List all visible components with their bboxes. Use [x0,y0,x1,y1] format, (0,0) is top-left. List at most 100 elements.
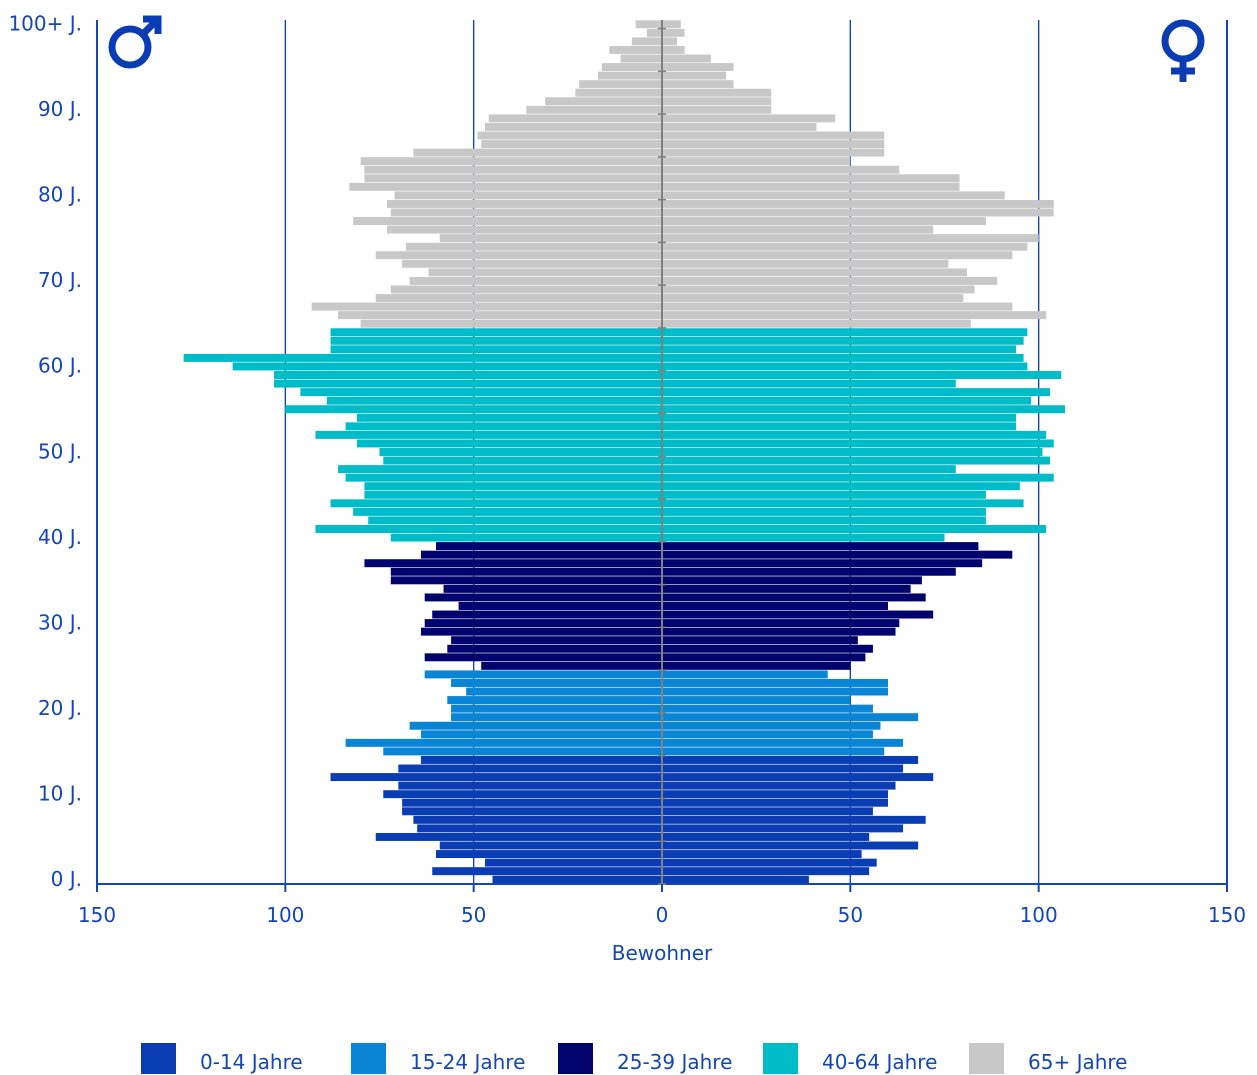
legend-item: 15-24 Jahre [351,1043,525,1074]
bar-female-age-21 [662,696,851,705]
bar-female-age-48 [662,465,956,474]
bar-female-age-64 [662,328,1028,337]
x-tick-labels: 150 100 50 0 50 100 150 [78,903,1246,927]
bar-female-age-87 [662,131,885,140]
bar-male-age-92 [575,88,662,97]
legend-label: 15-24 Jahre [410,1050,525,1074]
bar-female-age-10 [662,790,888,799]
bar-male-age-59 [274,371,662,379]
bar-female-age-79 [662,199,1054,208]
bar-female-age-9 [662,798,888,807]
bar-female-age-15 [662,747,885,756]
bar-male-age-65 [360,319,662,328]
bar-female-age-28 [662,636,858,645]
bar-male-age-8 [402,807,662,816]
bar-male-age-10 [383,790,662,799]
y-tick-label: 100+ J. [8,12,82,36]
bar-male-age-58 [274,379,662,388]
bar-male-age-9 [402,798,662,807]
bar-male-age-85 [413,148,662,157]
bar-female-age-72 [662,259,949,268]
y-tick-label: 50 J. [38,439,82,463]
bar-female-age-29 [662,627,896,636]
bar-female-age-37 [662,559,983,568]
bar-female-age-26 [662,653,866,662]
bar-male-age-33 [424,593,662,602]
bar-female-age-53 [662,422,1017,431]
legend-label: 40-64 Jahre [822,1050,937,1074]
bar-male-age-56 [326,396,662,405]
bar-female-age-39 [662,542,979,551]
bar-male-age-81 [349,182,662,191]
axes-group [96,20,1228,892]
bar-female-age-68 [662,294,964,302]
bar-female-age-73 [662,251,1013,260]
bar-female-age-45 [662,490,986,499]
bar-male-age-32 [458,602,662,610]
legend-swatch [763,1043,798,1074]
x-tick-label: 0 [656,903,669,927]
legend-item: 65+ Jahre [969,1043,1127,1074]
bar-male-age-24 [424,670,662,679]
bar-male-age-51 [356,439,662,448]
bar-female-age-5 [662,832,870,841]
bar-female-age-46 [662,482,1020,491]
bar-male-age-6 [417,824,662,833]
bar-male-age-63 [330,336,662,345]
bar-male-age-60 [232,362,662,371]
bar-female-age-82 [662,174,960,183]
y-tick-label: 30 J. [38,610,82,634]
y-tick-label: 40 J. [38,525,82,549]
bar-female-age-7 [662,815,926,824]
legend-label: 65+ Jahre [1028,1050,1127,1074]
bar-male-age-5 [375,832,662,841]
bar-female-age-40 [662,533,945,542]
y-tick-label: 70 J. [38,268,82,292]
bar-female-age-51 [662,439,1054,448]
bar-female-age-33 [662,593,926,602]
bar-male-age-87 [477,131,662,140]
y-tick-label: 90 J. [38,97,82,121]
bar-female-age-65 [662,319,971,328]
bar-male-age-36 [390,567,662,576]
bar-female-age-19 [662,713,919,722]
bar-male-age-76 [387,225,662,234]
y-tick-label: 20 J. [38,696,82,720]
bar-male-age-30 [424,619,662,628]
bar-male-age-99 [646,28,662,37]
bar-female-age-50 [662,448,1043,456]
bar-female-age-84 [662,157,851,166]
bar-male-age-82 [364,174,662,183]
bar-female-age-18 [662,721,881,730]
bar-male-age-46 [364,482,662,491]
legend-item: 40-64 Jahre [763,1043,937,1074]
bar-male-age-35 [390,576,662,585]
x-tick-label: 50 [838,903,863,927]
bar-male-age-4 [439,841,662,850]
bar-male-age-54 [356,413,662,422]
gender-symbols [108,15,1205,82]
bar-male-age-2 [484,858,662,867]
bar-female-age-14 [662,755,919,764]
bar-male-age-93 [579,80,662,89]
bar-female-age-86 [662,140,885,149]
y-tick-label: 60 J. [38,354,82,378]
bar-female-age-71 [662,268,968,277]
bar-female-age-78 [662,208,1054,217]
bar-male-age-40 [390,533,662,542]
bar-female-age-35 [662,576,922,585]
bar-female-age-27 [662,644,873,653]
bar-male-age-15 [383,747,662,756]
bar-female-age-23 [662,678,888,687]
x-tick-label: 150 [1208,903,1246,927]
bar-female-age-42 [662,516,986,525]
bar-female-age-60 [662,362,1028,371]
bar-male-age-48 [338,465,662,474]
female-symbol-icon [1161,19,1205,82]
x-axis-label: Bewohner [612,941,713,965]
bar-female-age-11 [662,781,896,790]
bar-male-age-79 [387,199,662,208]
bar-female-age-58 [662,379,956,388]
bar-female-age-8 [662,807,873,816]
